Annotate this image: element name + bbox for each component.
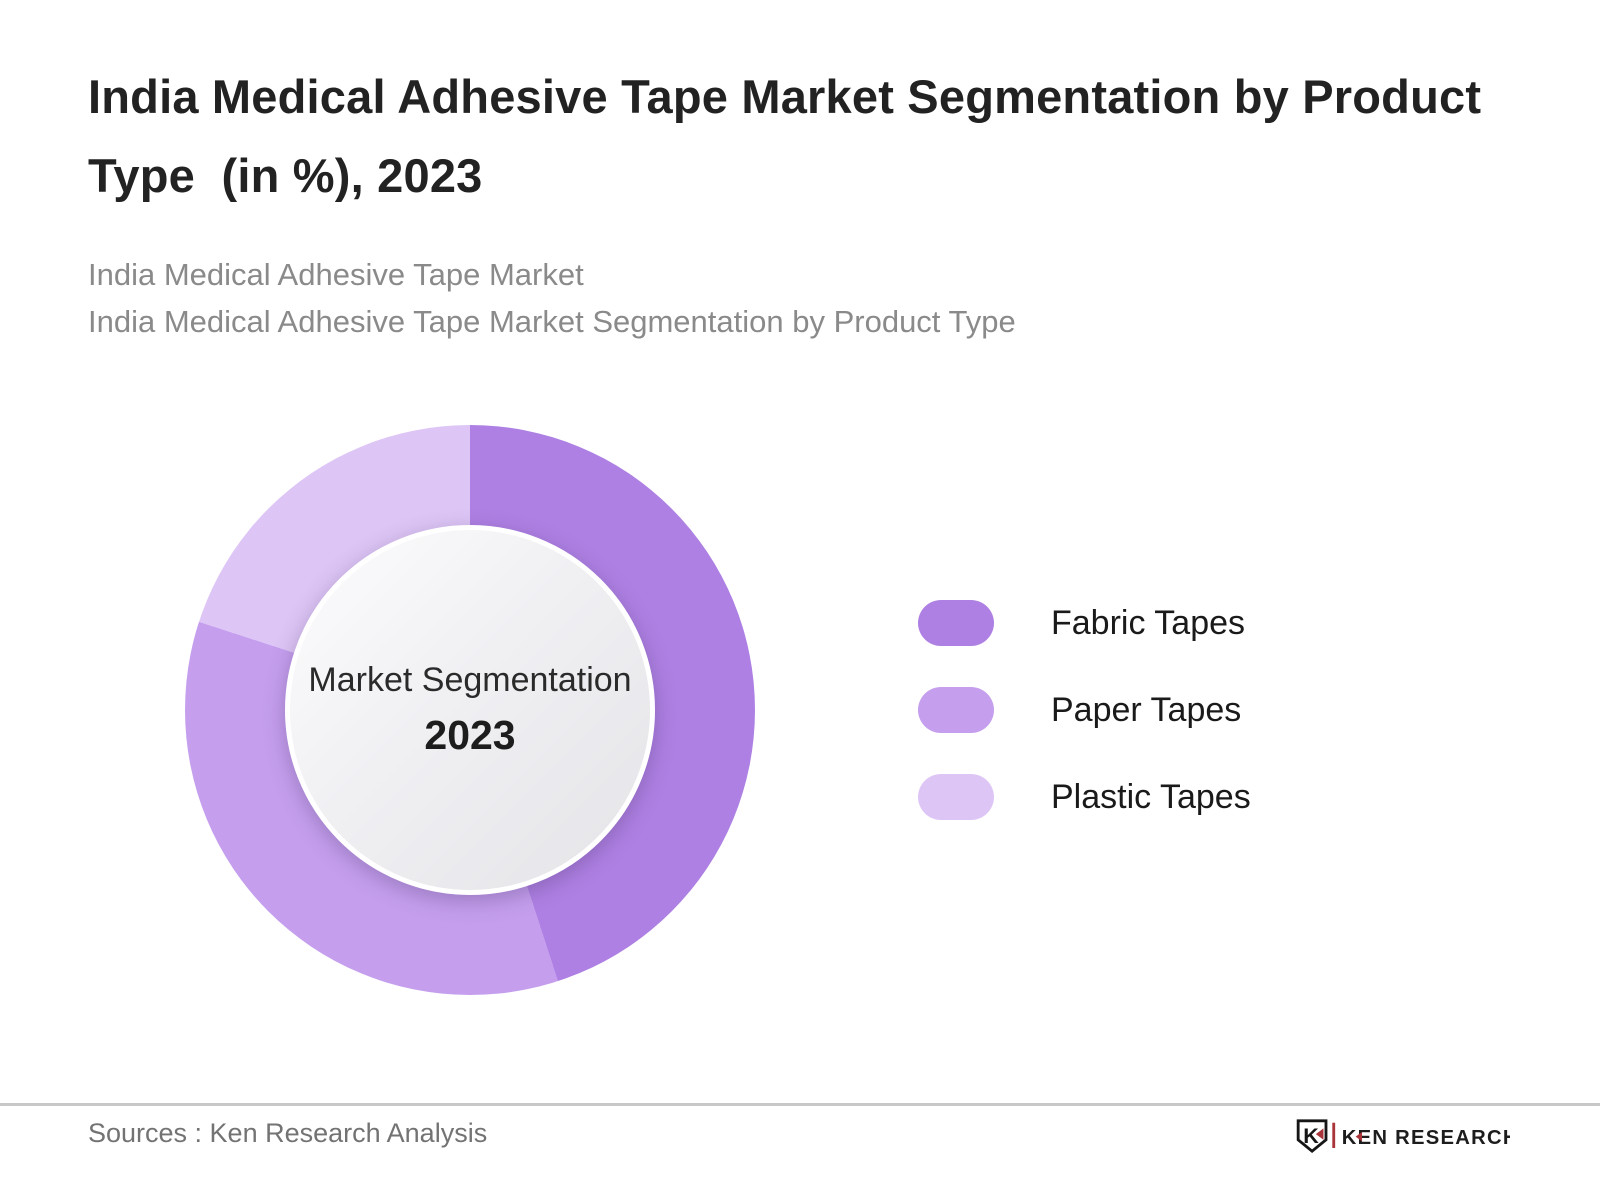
subtitle-line-1: India Medical Adhesive Tape Market [88, 257, 584, 292]
legend-swatch [918, 774, 994, 820]
donut-center: Market Segmentation 2023 [285, 525, 655, 895]
legend-swatch [918, 687, 994, 733]
footer-divider [0, 1103, 1600, 1106]
shield-icon: K [1296, 1119, 1328, 1154]
logo-wordmark: KEN RESEARCH [1342, 1127, 1510, 1149]
svg-text:K: K [1303, 1124, 1319, 1148]
legend-item: Plastic Tapes [918, 774, 1251, 820]
chart-subtitle: India Medical Adhesive Tape Market India… [88, 252, 1488, 345]
donut-center-year: 2023 [424, 712, 516, 758]
legend-label: Paper Tapes [1051, 690, 1242, 729]
legend-item: Fabric Tapes [918, 600, 1251, 646]
legend-item: Paper Tapes [918, 687, 1251, 733]
page-title: India Medical Adhesive Tape Market Segme… [88, 70, 1495, 202]
svg-text:KEN RESEARCH: KEN RESEARCH [1342, 1127, 1510, 1149]
subtitle-line-2: India Medical Adhesive Tape Market Segme… [88, 303, 1016, 339]
source-text: Sources : Ken Research Analysis [88, 1118, 488, 1148]
legend-label: Plastic Tapes [1051, 777, 1251, 816]
donut-center-label: Market Segmentation [308, 661, 632, 699]
legend-label: Fabric Tapes [1051, 603, 1246, 642]
legend: Fabric Tapes Paper Tapes Plastic Tapes [918, 600, 1251, 861]
ken-research-logo: K KEN RESEARCH [1296, 1119, 1510, 1154]
legend-swatch [918, 600, 994, 646]
donut-chart: Market Segmentation 2023 [185, 425, 755, 995]
